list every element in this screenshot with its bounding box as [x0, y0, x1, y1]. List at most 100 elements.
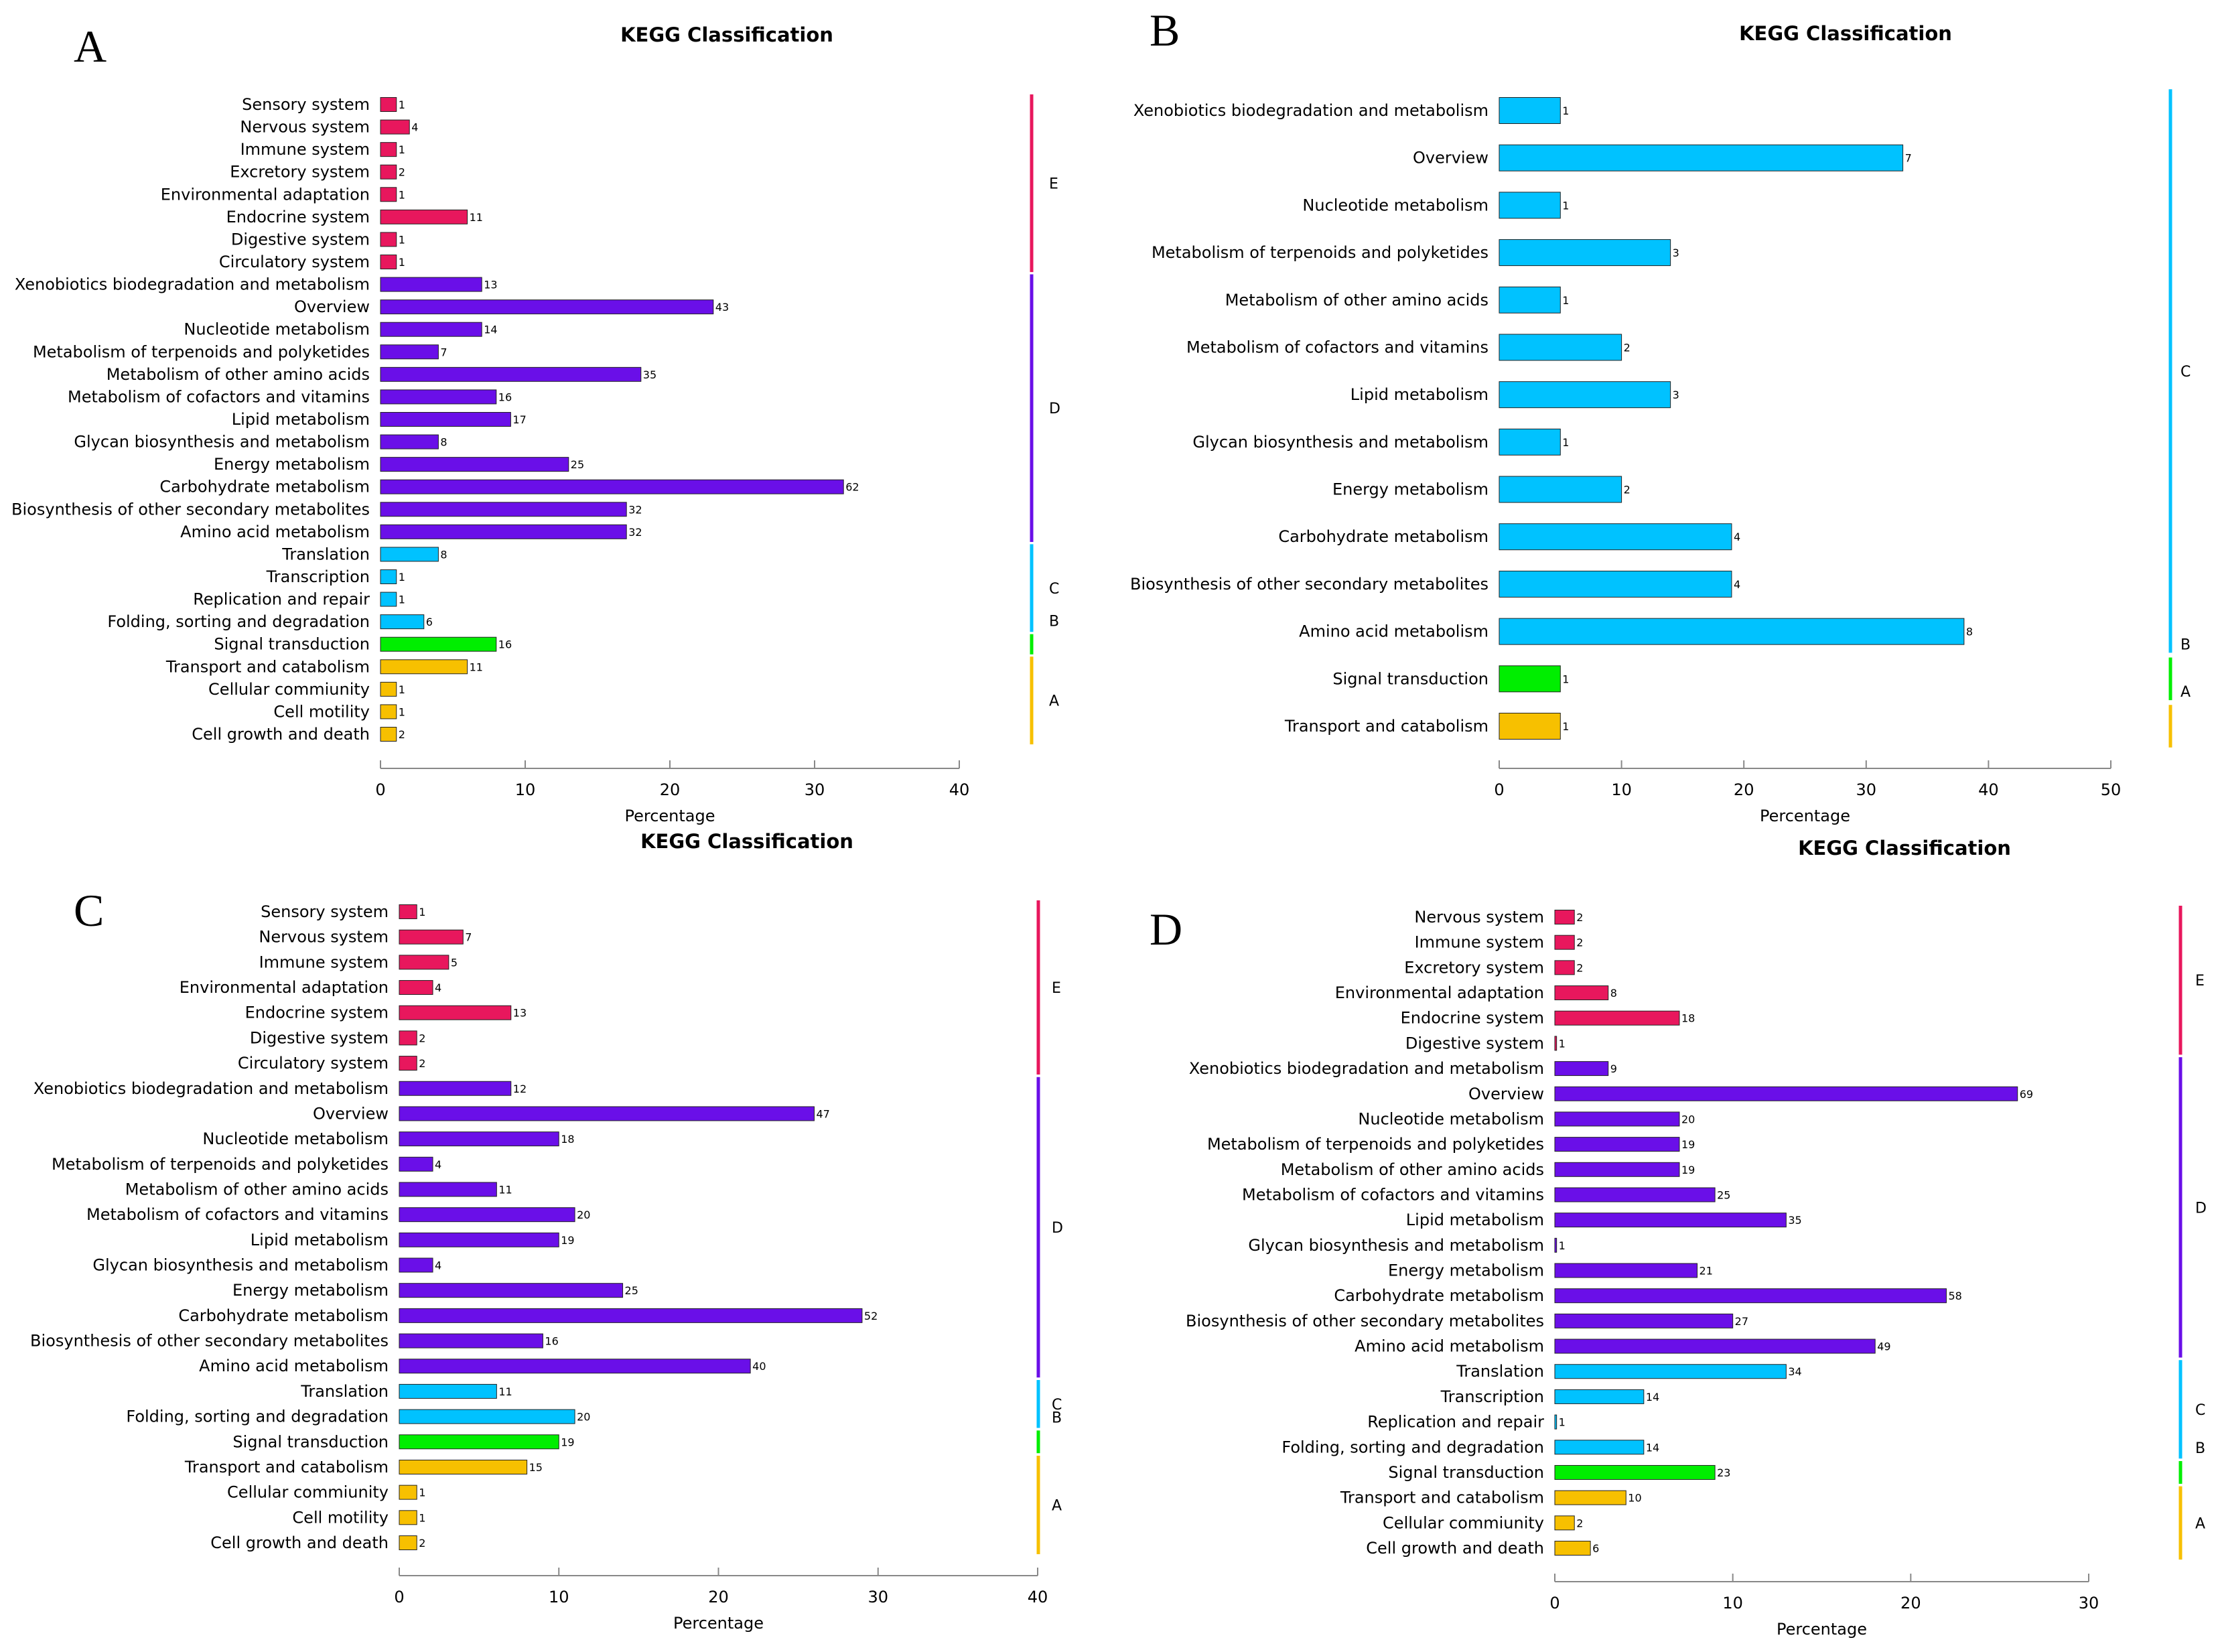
- panel-a-category-label: Circulatory system: [219, 253, 370, 271]
- panel-a-value-label: 11: [470, 211, 483, 224]
- panel-a-bar: [380, 547, 439, 562]
- panel-c-value-label: 2: [419, 1032, 425, 1044]
- panel-d-bar: [1554, 1213, 1787, 1228]
- panel-c-bar: [399, 1485, 417, 1500]
- panel-c-bar: [399, 904, 417, 919]
- panel-a-category-label: Metabolism of other amino acids: [107, 365, 370, 384]
- panel-d-group-label: D: [2195, 1200, 2207, 1217]
- panel-c-value-label: 4: [435, 981, 441, 994]
- panel-d-bar: [1554, 1288, 1947, 1304]
- panel-b-value-label: 1: [1562, 673, 1569, 685]
- panel-c-letter: C: [74, 885, 104, 936]
- panel-b-bar: [1499, 334, 1622, 361]
- panel-c-category-label: Digestive system: [250, 1028, 389, 1047]
- panel-c-category-label: Immune system: [259, 953, 389, 971]
- panel-a-value-label: 1: [399, 594, 405, 606]
- panel-a-value-label: 1: [399, 571, 405, 583]
- panel-c-bar: [399, 1283, 624, 1298]
- panel-a-bar: [380, 142, 397, 157]
- panel-d-bar: [1554, 985, 1609, 1001]
- panel-b-category-label: Signal transduction: [1332, 669, 1488, 688]
- panel-c-bar: [399, 1232, 559, 1247]
- panel-a-bar: [380, 727, 397, 742]
- panel-b-bar: [1499, 476, 1622, 503]
- panel-a-category-label: Translation: [281, 545, 370, 563]
- panel-a-bar: [380, 614, 425, 630]
- panel-d-bar: [1554, 1187, 1716, 1202]
- panel-a-bar: [380, 255, 397, 269]
- panel-a-bar: [380, 479, 844, 494]
- panel-d-value-label: 14: [1646, 1441, 1659, 1454]
- panel-d-category-label: Endocrine system: [1401, 1009, 1544, 1028]
- panel-d-bar: [1554, 1263, 1698, 1278]
- panel-c-value-label: 1: [419, 1487, 425, 1499]
- panel-b-bar: [1499, 428, 1561, 456]
- panel-a-value-label: 8: [440, 548, 447, 561]
- panel-b-value-label: 8: [1966, 626, 1973, 638]
- panel-a-bar: [380, 187, 397, 202]
- panel-d-value-label: 35: [1788, 1214, 1801, 1227]
- panel-c-group-label: E: [1052, 980, 1061, 997]
- panel-d-value-label: 20: [1681, 1113, 1695, 1125]
- panel-a-bar: [380, 569, 397, 584]
- panel-c-value-label: 2: [419, 1057, 425, 1070]
- panel-d-value-label: 10: [1628, 1492, 1641, 1505]
- panel-c-value-label: 47: [816, 1107, 829, 1120]
- panel-d-value-label: 49: [1877, 1340, 1890, 1353]
- panel-d-title: KEGG Classification: [1798, 837, 2011, 859]
- panel-b-group-label: A: [2180, 684, 2191, 701]
- panel-d-bar: [1554, 910, 1575, 924]
- panel-d-value-label: 2: [1576, 937, 1583, 949]
- panel-b-bar: [1499, 523, 1732, 551]
- panel-a-bar: [380, 681, 397, 697]
- panel-b-bar: [1499, 97, 1561, 124]
- panel-a-bar: [380, 704, 397, 719]
- panel-a-bar: [380, 524, 627, 539]
- panel-d-category-label: Energy metabolism: [1388, 1261, 1544, 1280]
- panel-a-category-label: Excretory system: [230, 163, 370, 182]
- panel-b-group-label: B: [2180, 636, 2191, 653]
- panel-b-x-tick-label: 0: [1494, 780, 1504, 799]
- panel-b-value-label: 3: [1673, 247, 1679, 259]
- panel-c-value-label: 11: [498, 1183, 512, 1196]
- panel-c-category-label: Xenobiotics biodegradation and metabolis…: [33, 1079, 389, 1098]
- panel-d-category-label: Nucleotide metabolism: [1358, 1109, 1544, 1128]
- panel-d-category-label: Amino acid metabolism: [1355, 1337, 1544, 1356]
- panel-a-value-label: 17: [512, 413, 526, 426]
- panel-d-bar: [1554, 1036, 1557, 1051]
- panel-d-bar: [1554, 1440, 1645, 1455]
- panel-c-bar: [399, 955, 449, 970]
- panel-d-category-label: Metabolism of cofactors and vitamins: [1242, 1185, 1544, 1204]
- panel-a-x-tick-label: 10: [515, 780, 536, 799]
- panel-d-category-label: Glycan biosynthesis and metabolism: [1248, 1236, 1544, 1255]
- panel-d-bar: [1554, 1086, 2018, 1101]
- panel-a-category-label: Cell growth and death: [192, 725, 370, 744]
- panel-c-value-label: 4: [435, 1158, 441, 1171]
- panel-b-x-tick-label: 20: [1734, 780, 1754, 799]
- panel-b-bar: [1499, 618, 1965, 645]
- panel-b-value-label: 2: [1624, 484, 1631, 496]
- panel-a-value-label: 14: [484, 324, 497, 336]
- panel-a-bar: [380, 434, 439, 450]
- panel-c-value-label: 4: [435, 1259, 441, 1272]
- panel-d-category-label: Signal transduction: [1388, 1463, 1544, 1482]
- panel-a-value-label: 1: [399, 683, 405, 696]
- panel-c-category-label: Cell growth and death: [210, 1533, 389, 1552]
- panel-d-group-label: A: [2195, 1515, 2205, 1532]
- panel-c-group-label: D: [1052, 1220, 1063, 1237]
- panel-a-value-label: 1: [399, 705, 405, 718]
- panel-d-value-label: 19: [1681, 1164, 1695, 1176]
- panel-a-category-label: Biosynthesis of other secondary metaboli…: [11, 500, 370, 519]
- panel-a-category-label: Energy metabolism: [214, 455, 370, 474]
- panel-d-value-label: 27: [1735, 1315, 1748, 1328]
- panel-c-value-label: 1: [419, 1511, 425, 1524]
- panel-d-category-label: Environmental adaptation: [1335, 983, 1544, 1002]
- panel-a-value-label: 62: [845, 481, 859, 494]
- panel-c-category-label: Signal transduction: [232, 1432, 389, 1451]
- panel-c-value-label: 20: [577, 1411, 590, 1424]
- panel-b-bar: [1499, 239, 1671, 267]
- panel-b-value-label: 4: [1734, 578, 1740, 591]
- panel-d-category-label: Immune system: [1415, 933, 1544, 952]
- panel-d-value-label: 2: [1576, 911, 1583, 924]
- panel-c-bar: [399, 1106, 815, 1121]
